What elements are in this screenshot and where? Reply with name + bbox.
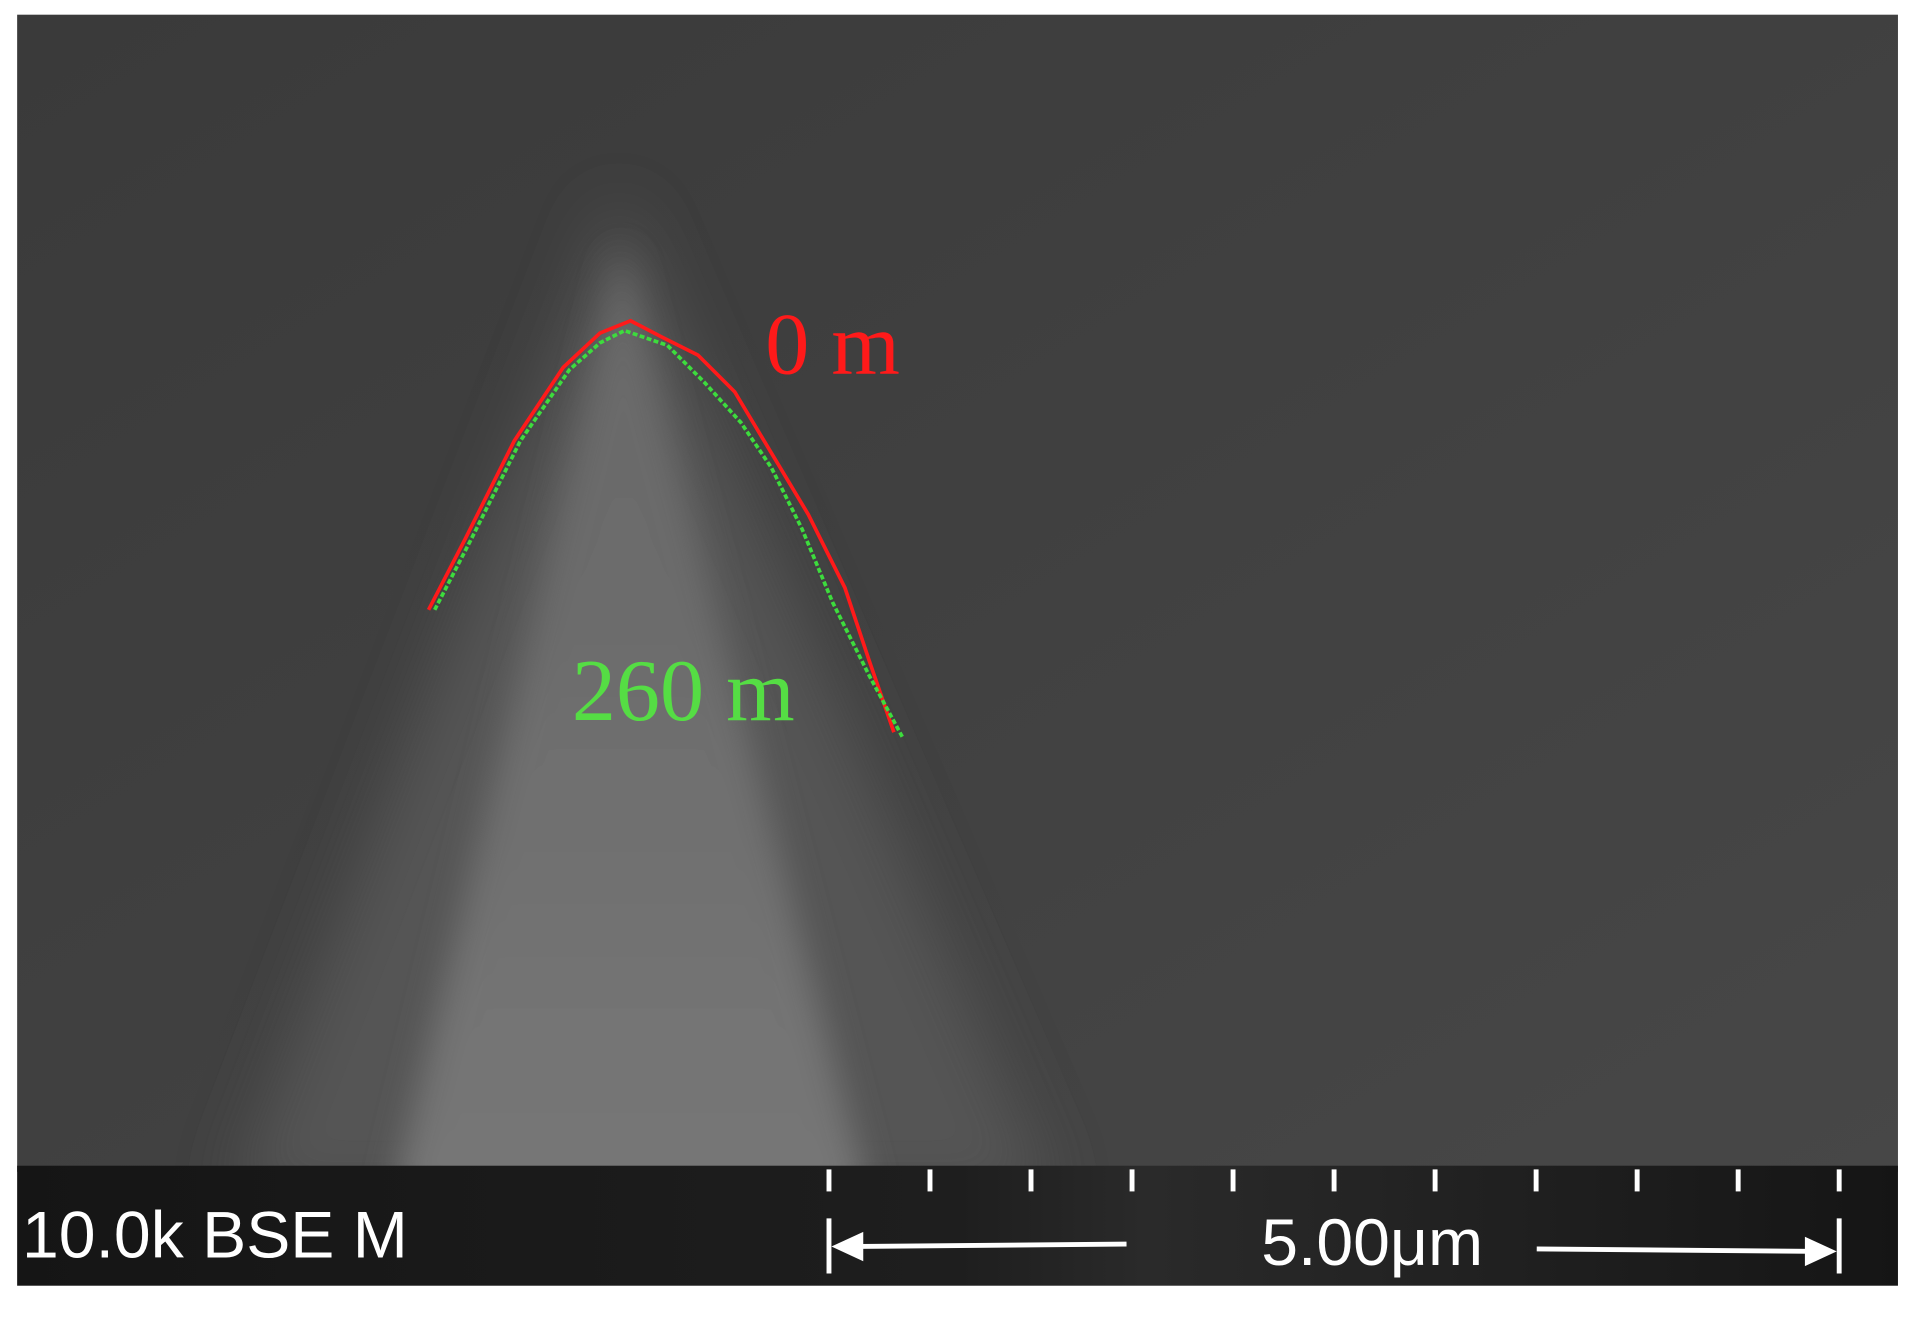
cone [398,244,863,1172]
scale-ticks [826,1169,1842,1192]
info-bar-bg [17,1165,1898,1286]
info-bar: 10.0k BSE M 5.00μm [17,1165,1898,1286]
scale-label: 5.00μm [1261,1206,1483,1280]
profile-260m [433,328,905,739]
micrograph: 0 m 260 m [17,14,1898,1172]
detector-label: 10.0k BSE M [22,1199,408,1273]
arrowhead [1804,1236,1837,1267]
label-0m: 0 m [765,295,900,393]
label-260m: 260 m [572,642,795,740]
profile-0m [426,318,896,733]
scale-arrow [1536,1246,1825,1254]
scale-arrow [844,1241,1127,1249]
arrowhead [831,1231,864,1262]
